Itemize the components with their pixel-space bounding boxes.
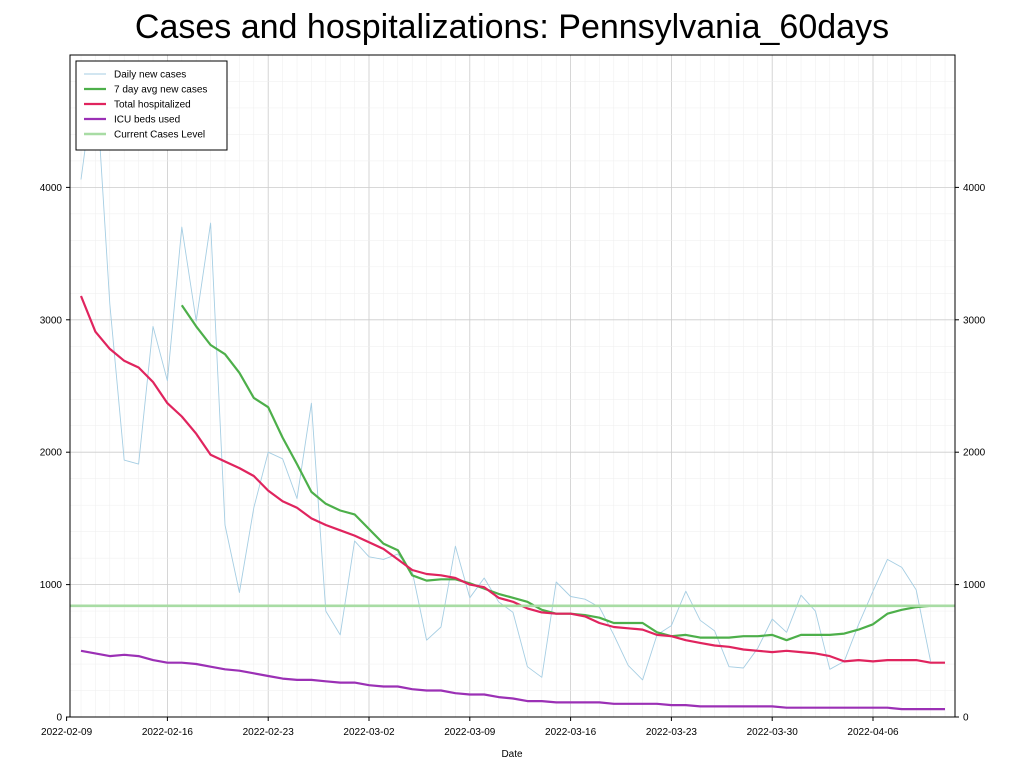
series-line-daily-new-cases (80, 71, 932, 681)
y-tick-label-left: 2000 (40, 448, 63, 459)
x-tick-label: 2022-03-16 (545, 727, 597, 738)
legend-label: ICU beds used (114, 115, 180, 126)
legend: Daily new cases 7 day avg new cases Total … (75, 60, 228, 151)
series-layer (70, 71, 955, 711)
y-tick-label-left: 0 (56, 713, 62, 724)
plot-frame (69, 54, 956, 718)
grid (70, 55, 955, 717)
x-tick-label: 2022-02-09 (41, 727, 93, 738)
x-tick-label: 2022-04-06 (847, 727, 899, 738)
series-line-total-hospitalized (79, 295, 945, 664)
x-axis-label: Date (501, 749, 523, 760)
y-tick-label-right: 2000 (963, 448, 986, 459)
legend-label: Current Cases Level (114, 130, 205, 141)
y-tick-label-right: 3000 (963, 315, 986, 326)
x-tick-label: 2022-03-02 (343, 727, 395, 738)
legend-label: Total hospitalized (114, 100, 191, 111)
chart-title: Cases and hospitalizations: Pennsylvania… (134, 8, 890, 46)
x-tick-label: 2022-03-30 (747, 727, 799, 738)
y-tick-label-right: 4000 (963, 183, 986, 194)
y-tick-label-left: 1000 (40, 580, 63, 591)
legend-label: 7 day avg new cases (114, 85, 207, 96)
x-tick-label: 2022-03-09 (444, 727, 496, 738)
y-tick-label-left: 3000 (40, 315, 63, 326)
y-tick-label-left: 4000 (40, 183, 63, 194)
legend-label: Daily new cases (114, 70, 186, 81)
series-line-icu-beds-used (80, 649, 945, 711)
y-tick-label-right: 0 (963, 713, 969, 724)
x-tick-label: 2022-02-23 (243, 727, 295, 738)
x-tick-label: 2022-02-16 (142, 727, 194, 738)
axes: 0 0 1000 1000 2000 2000 3000 3000 4000 4000 2022-0… (40, 183, 986, 738)
y-tick-label-right: 1000 (963, 580, 986, 591)
x-tick-label: 2022-03-23 (646, 727, 698, 738)
